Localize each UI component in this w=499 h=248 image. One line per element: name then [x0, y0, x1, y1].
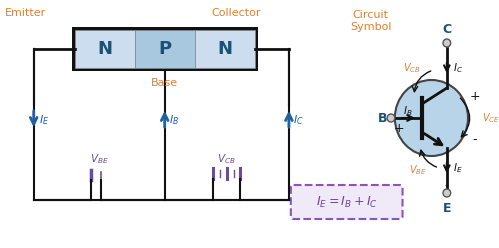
Bar [135, 30, 195, 68]
Text: $V_{BE}$: $V_{BE}$ [90, 152, 108, 166]
Text: $I_B$: $I_B$ [403, 104, 412, 118]
Circle shape [443, 39, 451, 47]
Bar [75, 30, 135, 68]
Text: $I_C$: $I_C$ [453, 61, 463, 75]
Text: Circuit
Symbol: Circuit Symbol [350, 10, 392, 32]
Circle shape [395, 80, 468, 156]
Text: $V_{CE}$: $V_{CE}$ [482, 111, 499, 125]
Circle shape [443, 189, 451, 197]
Text: C: C [442, 23, 452, 36]
Text: $V_{CB}$: $V_{CB}$ [218, 152, 236, 166]
Text: N: N [97, 40, 112, 58]
Bar [72, 27, 258, 71]
Text: Base: Base [151, 78, 178, 88]
Text: $I_E$: $I_E$ [38, 113, 49, 127]
Text: +: + [470, 90, 480, 102]
Bar [195, 30, 255, 68]
Text: $I_B$: $I_B$ [170, 113, 180, 127]
Text: -: - [473, 133, 477, 147]
FancyBboxPatch shape [291, 185, 403, 219]
Text: $I_C$: $I_C$ [293, 113, 303, 127]
Text: Collector: Collector [212, 8, 261, 18]
Circle shape [387, 114, 395, 122]
Text: E: E [443, 202, 451, 215]
Text: $V_{CB}$: $V_{CB}$ [403, 61, 421, 75]
Text: $I_E = I_B + I_C$: $I_E = I_B + I_C$ [316, 194, 378, 210]
Text: Emitter: Emitter [5, 8, 46, 18]
Text: N: N [217, 40, 232, 58]
Text: $I_E$: $I_E$ [453, 161, 462, 175]
Text: B: B [378, 112, 387, 124]
Text: -: - [445, 180, 449, 190]
Text: +: + [393, 122, 404, 134]
Text: P: P [158, 40, 171, 58]
Text: $V_{BE}$: $V_{BE}$ [409, 163, 427, 177]
